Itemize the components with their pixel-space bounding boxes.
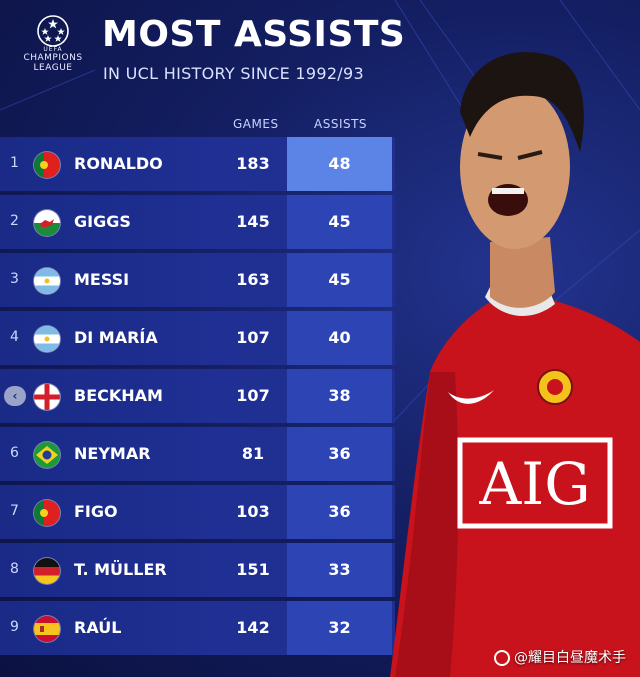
table-row: 1 RONALDO 183 48 bbox=[0, 137, 395, 191]
rank: 8 bbox=[10, 561, 19, 577]
rank: 9 bbox=[10, 619, 19, 635]
rank: 3 bbox=[10, 271, 19, 287]
brazil-flag-icon bbox=[34, 442, 60, 468]
assists-value: 38 bbox=[328, 386, 351, 405]
rank: 2 bbox=[10, 213, 19, 229]
player-name: RAÚL bbox=[74, 618, 122, 637]
table-row: 8 T. MÜLLER 151 33 bbox=[0, 543, 395, 597]
sponsor-text: AIG bbox=[478, 450, 590, 518]
player-name: FIGO bbox=[74, 502, 118, 521]
player-name: MESSI bbox=[74, 270, 130, 289]
assists-table: 1 RONALDO 183 48 2 GIGGS 145 45 3 MESSI … bbox=[0, 137, 395, 659]
portugal-flag-icon bbox=[34, 152, 60, 178]
games-value: 183 bbox=[236, 154, 270, 173]
player-name: DI MARÍA bbox=[74, 328, 158, 347]
starball-icon bbox=[37, 15, 69, 47]
assists-value: 36 bbox=[328, 502, 351, 521]
assists-value: 32 bbox=[328, 618, 351, 637]
assists-cell: 36 bbox=[287, 485, 392, 539]
table-row: ‹ BECKHAM 107 38 bbox=[0, 369, 395, 423]
argentina-flag-icon bbox=[34, 268, 60, 294]
games-value: 103 bbox=[236, 502, 270, 521]
england-flag-icon bbox=[34, 384, 60, 410]
rank: 4 bbox=[10, 329, 19, 345]
table-row: 6 NEYMAR 81 36 bbox=[0, 427, 395, 481]
table-row: 9 RAÚL 142 32 bbox=[0, 601, 395, 655]
uefa-label: UEFA bbox=[43, 46, 63, 53]
games-value: 142 bbox=[236, 618, 270, 637]
assists-cell: 38 bbox=[287, 369, 392, 423]
assists-value: 45 bbox=[328, 270, 351, 289]
games-value: 107 bbox=[236, 386, 270, 405]
games-value: 107 bbox=[236, 328, 270, 347]
rank: 7 bbox=[10, 503, 19, 519]
assists-cell: 45 bbox=[287, 253, 392, 307]
spain-flag-icon bbox=[34, 616, 60, 642]
assists-cell: 48 bbox=[287, 137, 392, 191]
assists-value: 45 bbox=[328, 212, 351, 231]
page-subtitle: IN UCL HISTORY SINCE 1992/93 bbox=[103, 64, 364, 83]
table-row: 7 FIGO 103 36 bbox=[0, 485, 395, 539]
assists-value: 33 bbox=[328, 560, 351, 579]
assists-cell: 36 bbox=[287, 427, 392, 481]
wales-flag-icon bbox=[34, 210, 60, 236]
table-row: 4 DI MARÍA 107 40 bbox=[0, 311, 395, 365]
argentina-flag-icon bbox=[34, 326, 60, 352]
back-arrow-icon[interactable]: ‹ bbox=[4, 386, 26, 406]
rank: 1 bbox=[10, 155, 19, 171]
player-name: NEYMAR bbox=[74, 444, 151, 463]
player-name: T. MÜLLER bbox=[74, 560, 167, 579]
player-photo: AIG bbox=[390, 52, 640, 677]
assists-column-header: ASSISTS bbox=[314, 117, 368, 131]
assists-cell: 45 bbox=[287, 195, 392, 249]
watermark: @耀目白昼魔术手 bbox=[494, 647, 626, 667]
player-name: GIGGS bbox=[74, 212, 131, 231]
player-name: RONALDO bbox=[74, 154, 163, 173]
player-name: BECKHAM bbox=[74, 386, 163, 405]
champions-league-logo: UEFA CHAMPIONS LEAGUE bbox=[12, 14, 94, 73]
table-row: 3 MESSI 163 45 bbox=[0, 253, 395, 307]
assists-value: 48 bbox=[328, 154, 351, 173]
logo-line-2: LEAGUE bbox=[33, 63, 73, 73]
assists-cell: 32 bbox=[287, 601, 392, 655]
games-value: 163 bbox=[236, 270, 270, 289]
games-column-header: GAMES bbox=[233, 117, 279, 131]
portugal-flag-icon bbox=[34, 500, 60, 526]
page-title: MOST ASSISTS bbox=[102, 14, 406, 55]
assists-cell: 33 bbox=[287, 543, 392, 597]
rank: 6 bbox=[10, 445, 19, 461]
watermark-text: @耀目白昼魔术手 bbox=[514, 650, 626, 666]
games-value: 145 bbox=[236, 212, 270, 231]
table-row: 2 GIGGS 145 45 bbox=[0, 195, 395, 249]
games-value: 81 bbox=[241, 444, 265, 463]
games-value: 151 bbox=[236, 560, 270, 579]
watermark-logo-icon bbox=[494, 650, 510, 666]
logo-line-1: CHAMPIONS bbox=[23, 53, 83, 63]
assists-cell: 40 bbox=[287, 311, 392, 365]
assists-value: 40 bbox=[328, 328, 351, 347]
germany-flag-icon bbox=[34, 558, 60, 584]
assists-value: 36 bbox=[328, 444, 351, 463]
